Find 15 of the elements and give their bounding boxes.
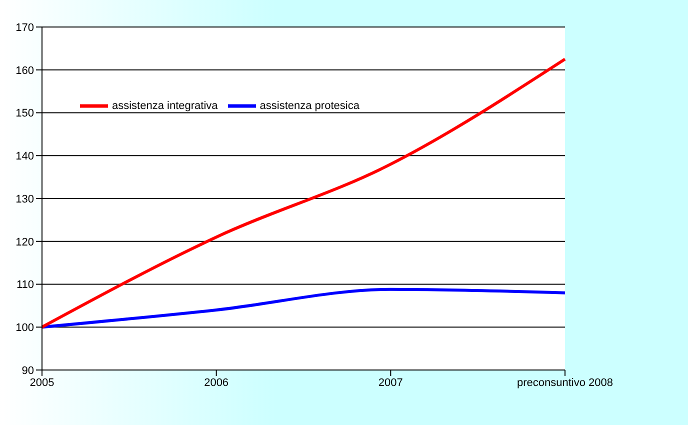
legend-label: assistenza protesica	[260, 100, 360, 112]
y-tick-label: 170	[16, 22, 34, 34]
x-tick-label: 2007	[378, 376, 403, 389]
y-tick-label: 160	[16, 64, 34, 77]
x-tick-label: preconsuntivo 2008	[516, 376, 614, 389]
y-tick-label: 120	[16, 236, 34, 248]
y-tick-label: 140	[16, 150, 34, 163]
y-tick-label: 130	[16, 193, 34, 206]
legend-label: assistenza integrativa	[112, 100, 218, 112]
y-tick-label: 150	[16, 108, 34, 120]
y-tick-label: 100	[16, 322, 34, 334]
x-tick-label: 2006	[204, 376, 229, 389]
x-tick-label: 2005	[30, 376, 54, 389]
y-tick-label: 110	[16, 279, 34, 292]
y-tick-label: 90	[22, 364, 34, 377]
